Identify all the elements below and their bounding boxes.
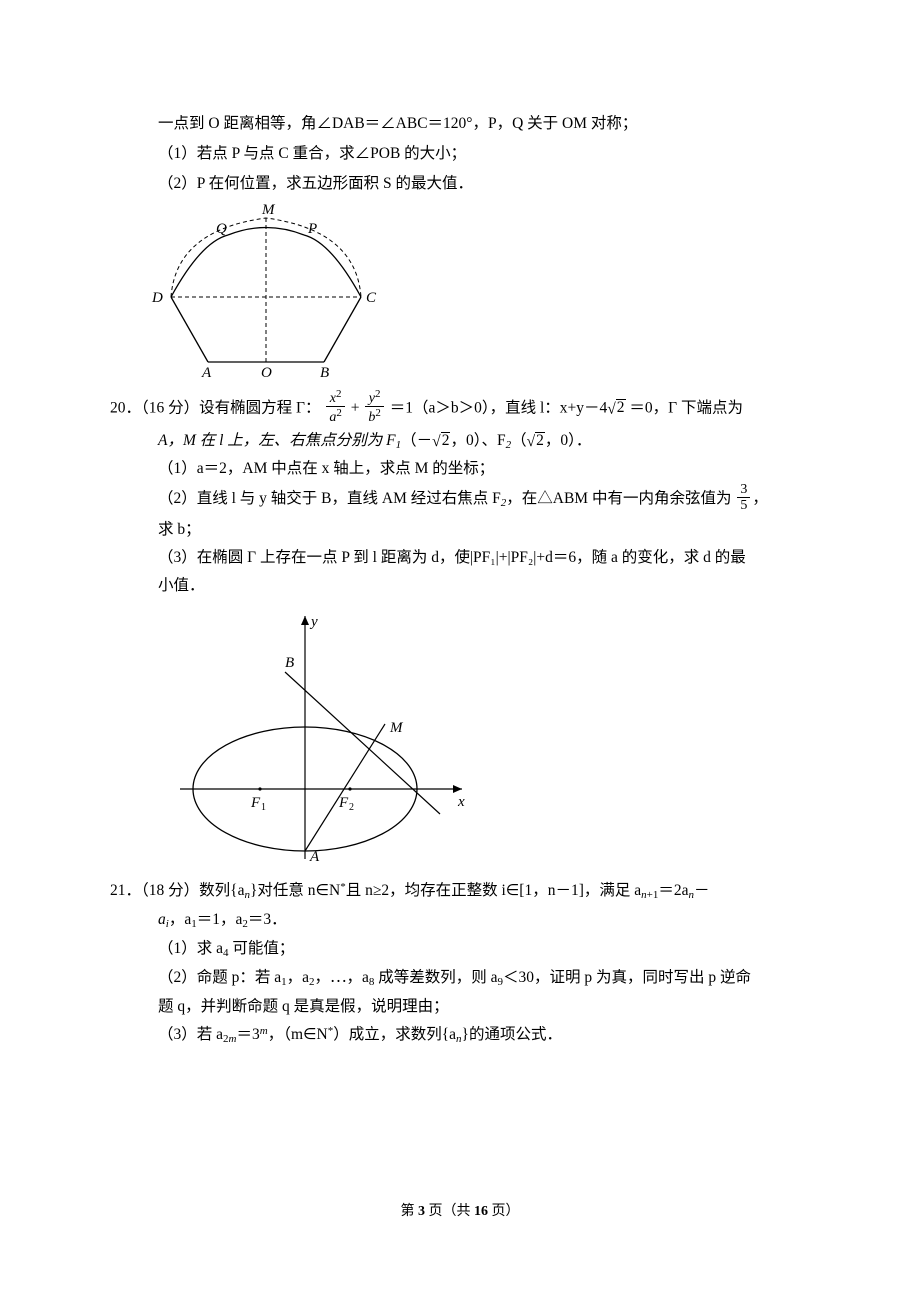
cont-line-2: （1）若点 P 与点 C 重合，求∠POB 的大小； — [158, 140, 810, 168]
cont-line-3: （2）P 在何位置，求五边形面积 S 的最大值． — [158, 170, 810, 198]
svg-text:y: y — [309, 614, 318, 630]
svg-text:1: 1 — [261, 802, 266, 813]
svg-text:A: A — [201, 365, 212, 377]
svg-text:O: O — [261, 365, 272, 377]
q21-p3: （3）若 a2m＝3m，（m∈N*）成立，求数列{an}的通项公式． — [110, 1021, 810, 1050]
svg-text:M: M — [389, 720, 404, 736]
svg-text:x: x — [457, 794, 465, 810]
figure-ellipse: y B M F1 F2 x A — [180, 604, 810, 874]
svg-text:M: M — [261, 202, 276, 218]
q21-line2: ai，a1＝1，a2＝3． — [110, 906, 810, 935]
svg-text:B: B — [320, 365, 329, 377]
q20-line1: 20．（16 分）设有椭圆方程 Γ： x2a2 + y2b2 ＝1（a＞b＞0）… — [110, 391, 810, 427]
q20-line2: A，M 在 l 上，左、右焦点分别为 F1（－√2，0）、F2（√2，0）． — [110, 427, 810, 456]
svg-text:B: B — [285, 655, 294, 671]
figure-pentagon: M Q P D C A O B — [146, 202, 810, 387]
svg-text:P: P — [307, 221, 317, 237]
svg-text:F: F — [338, 795, 349, 811]
q20-p3b: 小值． — [110, 572, 810, 600]
q21-line1: 21．（18 分）数列{an}对任意 n∈N*且 n≥2，均存在正整数 i∈[1… — [110, 877, 810, 906]
q20-p3: （3）在椭圆 Γ 上存在一点 P 到 l 距离为 d，使|PF₁|+|PF₂|+… — [110, 544, 810, 572]
svg-text:2: 2 — [349, 802, 354, 813]
q21-p1: （1）求 a4 可能值； — [110, 935, 810, 964]
q20-p1: （1）a＝2，AM 中点在 x 轴上，求点 M 的坐标； — [110, 455, 810, 483]
svg-text:Q: Q — [216, 221, 227, 237]
q20-p2b: 求 b； — [110, 516, 810, 544]
svg-text:C: C — [366, 290, 377, 306]
page-footer: 第 3 页（共 16 页） — [0, 1199, 920, 1224]
q21-p2: （2）命题 p：若 a1，a2，⋯，a8 成等差数列，则 a9＜30，证明 p … — [110, 964, 810, 993]
q21-p2b: 题 q，并判断命题 q 是真是假，说明理由； — [110, 993, 810, 1021]
svg-text:A: A — [309, 849, 320, 864]
cont-line-1: 一点到 O 距离相等，角∠DAB＝∠ABC＝120°，P，Q 关于 OM 对称； — [158, 110, 810, 138]
svg-text:F: F — [250, 795, 261, 811]
svg-text:D: D — [151, 290, 163, 306]
q20-p2: （2）直线 l 与 y 轴交于 B，直线 AM 经过右焦点 F2，在△ABM 中… — [110, 483, 810, 516]
